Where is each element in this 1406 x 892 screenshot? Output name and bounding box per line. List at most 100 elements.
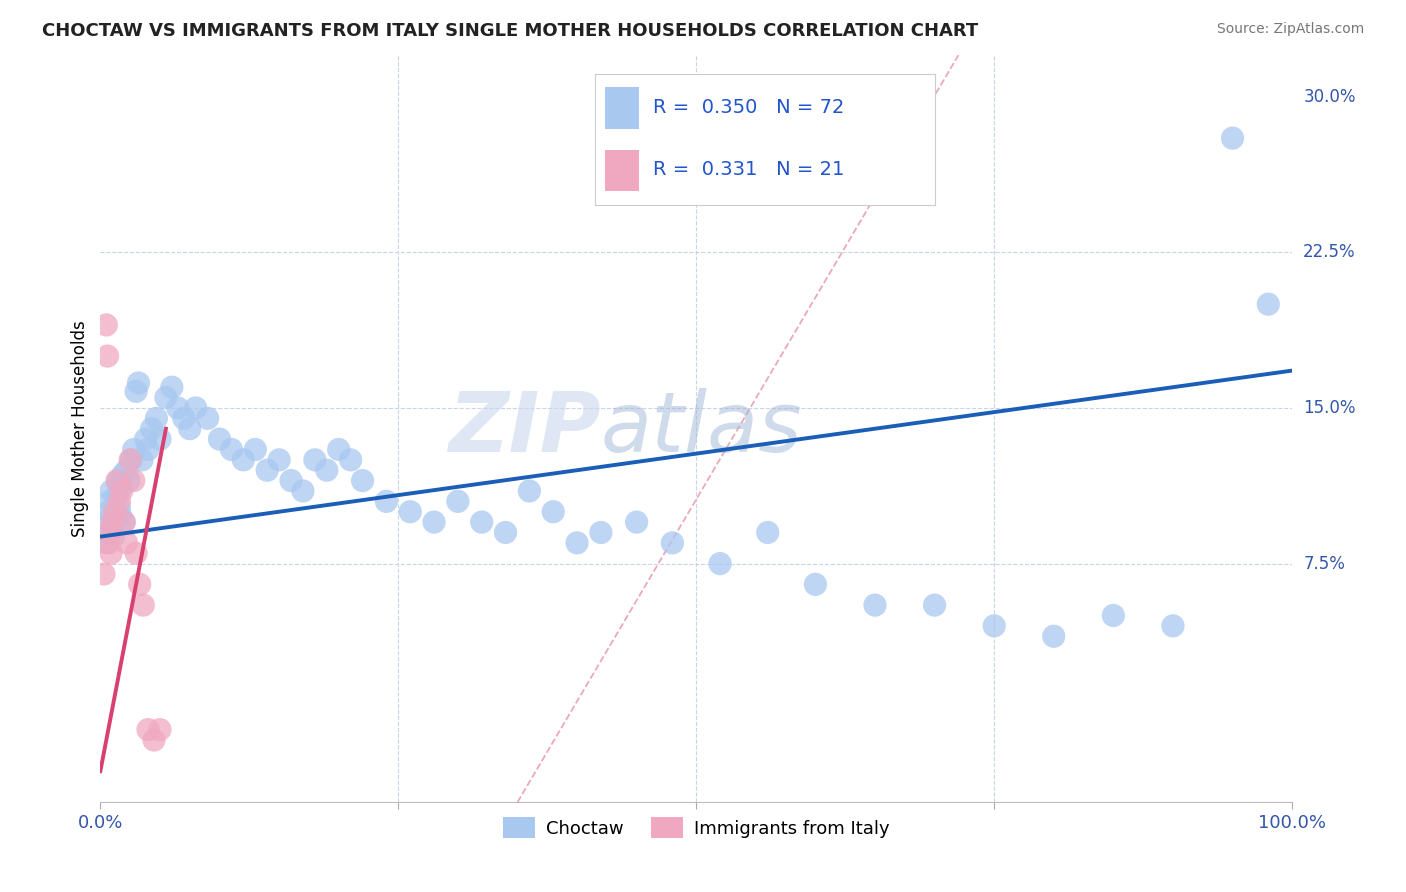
Point [96, 525, 118, 540]
Point [120, 453, 142, 467]
Point [93, 515, 115, 529]
Point [115, 536, 138, 550]
Text: CHOCTAW VS IMMIGRANTS FROM ITALY SINGLE MOTHER HOUSEHOLDS CORRELATION CHART: CHOCTAW VS IMMIGRANTS FROM ITALY SINGLE … [42, 22, 979, 40]
Point [120, 453, 142, 467]
Point [160, 380, 183, 394]
Point [197, 411, 219, 425]
Text: 30.0%: 30.0% [1303, 87, 1355, 105]
Point [173, 411, 195, 425]
Point [756, 525, 779, 540]
Point [1042, 629, 1064, 643]
Point [112, 515, 135, 529]
Point [136, 442, 159, 457]
Point [155, 391, 177, 405]
Text: 7.5%: 7.5% [1303, 555, 1346, 573]
Point [136, 723, 159, 737]
Point [375, 494, 398, 508]
Point [804, 577, 827, 591]
Point [565, 536, 588, 550]
Point [115, 463, 138, 477]
Point [1222, 131, 1244, 145]
Point [100, 546, 122, 560]
Point [128, 577, 150, 591]
Point [352, 474, 374, 488]
Point [98, 525, 121, 540]
Point [101, 521, 124, 535]
Legend: Choctaw, Immigrants from Italy: Choctaw, Immigrants from Italy [495, 810, 897, 846]
Point [118, 474, 141, 488]
Point [111, 467, 134, 482]
Point [97, 536, 120, 550]
Point [108, 494, 131, 508]
Point [471, 515, 494, 529]
Point [626, 515, 648, 529]
Point [863, 598, 886, 612]
Text: ZIP: ZIP [449, 388, 600, 469]
Point [315, 463, 337, 477]
Point [97, 505, 120, 519]
Point [105, 474, 128, 488]
Point [104, 505, 127, 519]
Point [149, 723, 172, 737]
Point [1257, 297, 1279, 311]
Point [96, 318, 118, 332]
Point [96, 349, 118, 363]
Point [103, 530, 125, 544]
Point [112, 515, 135, 529]
Point [132, 598, 155, 612]
Point [541, 505, 564, 519]
Point [232, 453, 254, 467]
Point [110, 508, 132, 523]
Text: Source: ZipAtlas.com: Source: ZipAtlas.com [1216, 22, 1364, 37]
Point [339, 453, 361, 467]
Point [589, 525, 612, 540]
Point [256, 463, 278, 477]
Point [122, 474, 145, 488]
Point [423, 515, 446, 529]
Point [399, 505, 422, 519]
Point [221, 442, 243, 457]
Point [135, 432, 157, 446]
Point [104, 515, 127, 529]
Point [96, 536, 118, 550]
Point [108, 500, 131, 515]
Point [291, 483, 314, 498]
Point [122, 442, 145, 457]
Point [208, 432, 231, 446]
Text: atlas: atlas [600, 388, 803, 469]
Point [104, 505, 127, 519]
Point [105, 488, 128, 502]
Point [661, 536, 683, 550]
Point [98, 494, 121, 508]
Point [1161, 619, 1184, 633]
Point [983, 619, 1005, 633]
Point [125, 546, 148, 560]
Point [269, 453, 291, 467]
Point [125, 384, 148, 399]
Point [107, 474, 129, 488]
Point [111, 483, 134, 498]
Point [1102, 608, 1125, 623]
Point [245, 442, 267, 457]
Point [328, 442, 350, 457]
Text: 15.0%: 15.0% [1303, 399, 1355, 417]
Point [924, 598, 946, 612]
Point [447, 494, 470, 508]
Point [143, 733, 166, 747]
Point [519, 483, 541, 498]
Point [184, 401, 207, 415]
Point [280, 474, 302, 488]
Point [149, 432, 172, 446]
Y-axis label: Single Mother Households: Single Mother Households [72, 320, 89, 537]
Point [495, 525, 517, 540]
Point [141, 422, 163, 436]
Point [93, 566, 115, 581]
Point [145, 411, 167, 425]
Point [709, 557, 731, 571]
Point [179, 422, 201, 436]
Text: 22.5%: 22.5% [1303, 244, 1355, 261]
Point [166, 401, 188, 415]
Point [131, 453, 153, 467]
Point [127, 376, 149, 390]
Point [111, 480, 134, 494]
